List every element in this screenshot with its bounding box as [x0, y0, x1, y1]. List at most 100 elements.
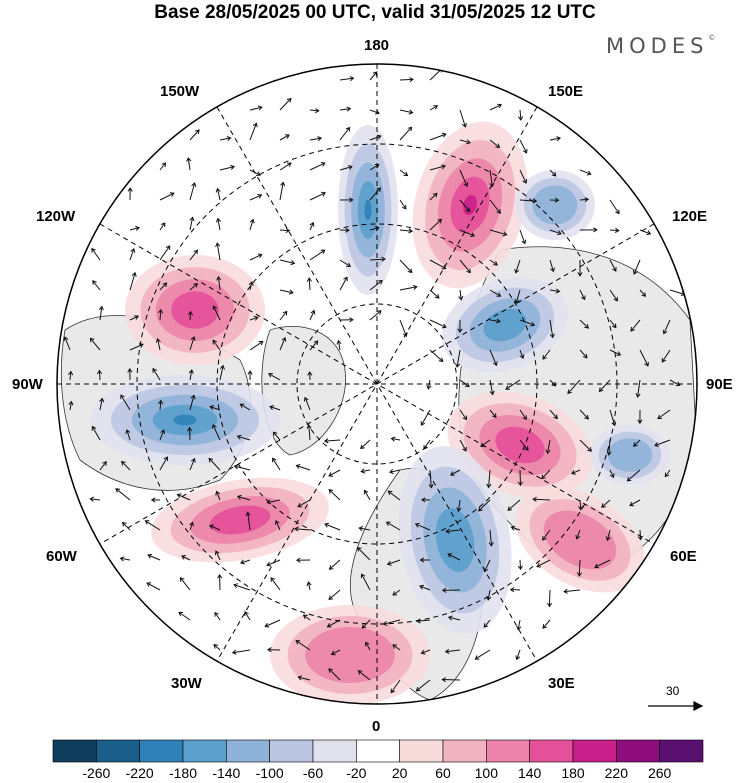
- colorbar-segment: [96, 739, 140, 763]
- wind-arrow: [420, 649, 431, 655]
- wind-arrow: [279, 97, 292, 111]
- wind-arrow: [542, 529, 551, 541]
- anomaly-contour: [543, 510, 617, 570]
- wind-arrow: [519, 139, 528, 154]
- anomaly-contour: [171, 291, 219, 329]
- wind-arrow: [570, 469, 581, 475]
- colorbar-segment: [659, 739, 704, 763]
- wind-arrow: [279, 310, 288, 321]
- colorbar-tick-label: 20: [391, 765, 408, 781]
- wind-arrow: [505, 379, 521, 390]
- wind-arrow: [179, 577, 191, 591]
- modes-logo: MODES©: [606, 34, 715, 58]
- wind-arrow: [457, 319, 463, 334]
- colorbar-tick-label: -100: [255, 765, 284, 781]
- wind-arrow: [279, 227, 291, 234]
- colorbar-segment: [312, 739, 357, 763]
- wind-arrow: [212, 305, 221, 321]
- wind-arrow: [216, 275, 222, 291]
- colorbar-segment: [139, 739, 184, 763]
- wind-arrow: [489, 349, 498, 367]
- wind-arrow: [399, 284, 418, 291]
- colorbar-segment: [269, 739, 314, 763]
- wind-arrow: [414, 522, 431, 531]
- wind-arrow: [363, 489, 371, 501]
- wind-arrow: [579, 197, 590, 203]
- wind-arrow: [212, 339, 221, 351]
- wind-arrow: [63, 336, 71, 351]
- wind-arrow: [360, 468, 371, 474]
- wind-vectors: [63, 67, 686, 694]
- wind-arrow: [98, 305, 104, 321]
- wind-arrow: [302, 614, 311, 621]
- wind-arrow: [459, 109, 467, 128]
- wind-arrow: [399, 259, 413, 274]
- wind-arrow: [147, 553, 161, 561]
- wind-arrow: [219, 136, 232, 142]
- wind-arrow: [249, 340, 264, 351]
- wind-arrow: [478, 499, 491, 512]
- wind-arrow: [519, 229, 527, 245]
- wind-arrow: [159, 222, 166, 231]
- wind-arrow: [249, 105, 263, 111]
- colorbar-tick-label: 140: [517, 765, 542, 781]
- wind-arrow: [294, 526, 311, 532]
- wind-arrow: [158, 399, 164, 411]
- wind-arrow: [279, 181, 286, 201]
- wind-arrow: [295, 464, 311, 471]
- wind-arrow: [546, 589, 553, 608]
- anomaly-contour: [495, 426, 545, 464]
- wind-arrow: [96, 369, 103, 381]
- wind-arrow: [159, 162, 167, 171]
- vector-reference-label: 30: [666, 684, 680, 698]
- wind-arrow: [662, 319, 671, 335]
- wind-arrow: [267, 647, 281, 653]
- wind-arrow: [68, 370, 74, 381]
- wind-arrow: [489, 139, 501, 148]
- wind-arrow: [155, 337, 161, 351]
- wind-arrow: [189, 249, 198, 261]
- wind-arrow: [579, 169, 592, 176]
- wind-arrow: [541, 469, 551, 480]
- wind-arrow: [152, 367, 161, 381]
- wind-arrow: [459, 379, 470, 387]
- wind-arrow: [309, 249, 326, 261]
- wind-arrow: [303, 396, 311, 411]
- wind-arrow: [323, 438, 341, 444]
- colorbar-segment: [486, 739, 530, 763]
- wind-arrow: [598, 379, 611, 393]
- wind-arrow: [579, 227, 598, 233]
- wind-arrow: [458, 289, 464, 301]
- wind-arrow: [336, 339, 342, 351]
- wind-arrow: [385, 521, 401, 531]
- wind-arrow: [639, 289, 647, 297]
- lon-label-90w: 90W: [12, 376, 43, 393]
- wind-arrow: [579, 289, 586, 301]
- wind-arrow: [489, 199, 501, 214]
- wind-arrow: [186, 157, 192, 171]
- wind-arrow: [549, 319, 555, 339]
- wind-arrow: [214, 611, 221, 621]
- wind-arrow: [267, 373, 281, 381]
- wind-arrow: [441, 677, 461, 683]
- wind-arrow: [459, 169, 469, 188]
- wind-arrow: [507, 499, 521, 511]
- wind-arrow: [549, 259, 555, 273]
- wind-arrow: [215, 217, 221, 231]
- wind-arrow: [274, 519, 281, 531]
- wind-arrow: [339, 75, 355, 82]
- lon-label-60e: 60E: [670, 548, 697, 565]
- wind-arrow: [279, 336, 287, 351]
- wind-arrow: [89, 496, 101, 502]
- wind-arrow: [215, 242, 221, 261]
- wind-arrow: [519, 319, 536, 327]
- wind-arrow: [609, 319, 617, 329]
- wind-arrow: [577, 260, 583, 277]
- wind-arrow: [390, 679, 401, 694]
- wind-arrow: [159, 192, 175, 201]
- colorbar-segment: [399, 739, 444, 763]
- wind-arrow: [447, 615, 461, 621]
- wind-arrow: [209, 405, 221, 411]
- wind-arrow: [637, 409, 643, 425]
